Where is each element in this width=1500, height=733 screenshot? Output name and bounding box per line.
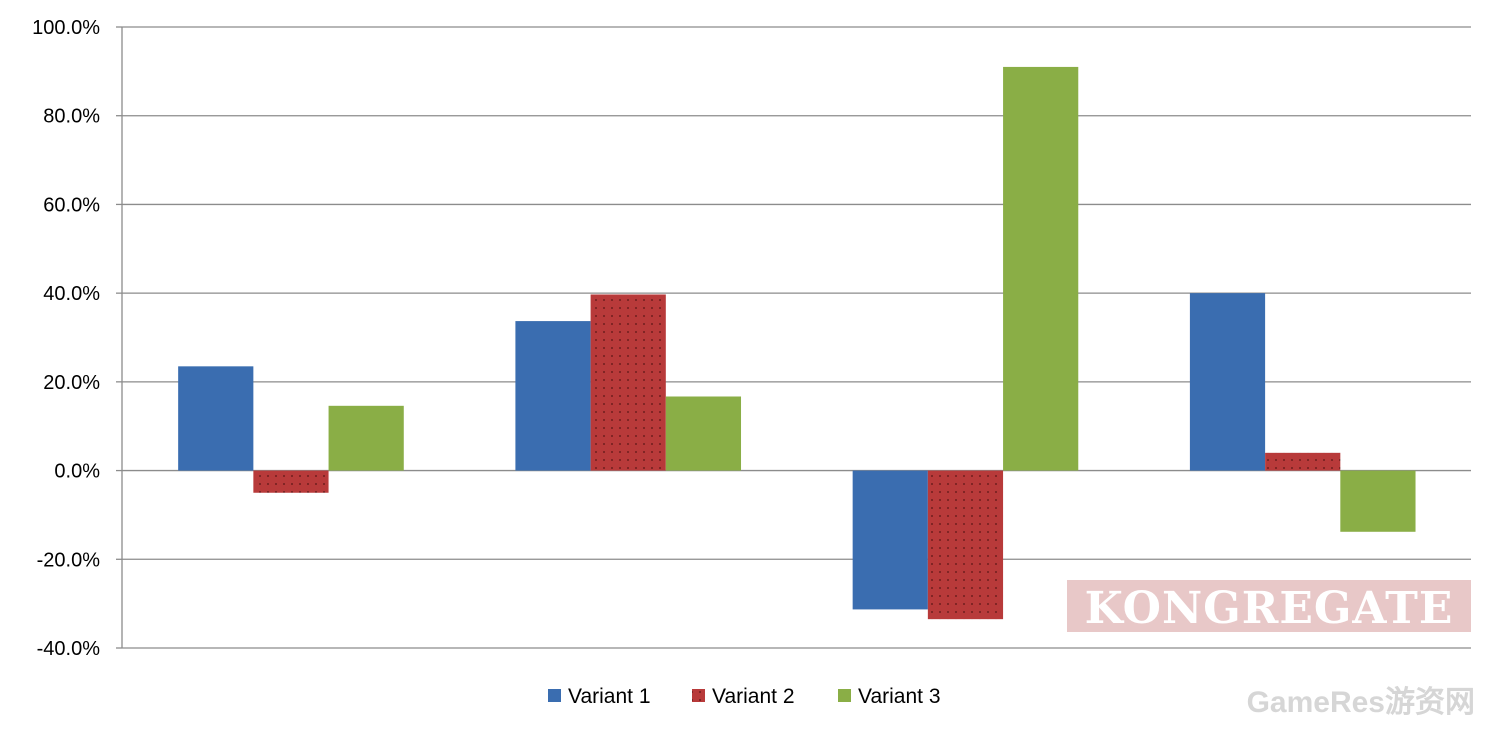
bar xyxy=(665,396,742,471)
y-tick-label: 40.0% xyxy=(43,283,100,305)
legend-swatch xyxy=(838,689,851,702)
bar xyxy=(852,470,928,610)
y-tick-label: -40.0% xyxy=(37,638,101,660)
bar xyxy=(590,294,666,471)
kongregate-watermark: KONGREGATE xyxy=(1067,580,1471,634)
bar xyxy=(1189,293,1266,471)
y-tick-label: 100.0% xyxy=(32,17,100,39)
bars xyxy=(178,66,1416,620)
legend: Variant 1 Variant 2 Variant 3 xyxy=(548,685,941,708)
legend-label: Variant 2 xyxy=(712,685,795,708)
bar xyxy=(178,366,254,471)
kongregate-watermark-text: KONGREGATE xyxy=(1085,583,1454,634)
bar xyxy=(1265,452,1341,471)
y-tick-label: 0.0% xyxy=(54,461,100,483)
y-tick-label: 20.0% xyxy=(43,372,100,394)
gameres-watermark: GameRes游资网 xyxy=(1247,686,1475,719)
legend-swatch xyxy=(548,689,561,702)
bar xyxy=(1340,470,1416,532)
bar xyxy=(515,321,591,471)
legend-label: Variant 3 xyxy=(858,685,941,708)
bar xyxy=(253,470,329,493)
legend-swatch xyxy=(692,689,705,702)
y-tick-label: 80.0% xyxy=(43,106,100,128)
bar xyxy=(1003,66,1079,471)
bar xyxy=(328,405,404,471)
bar xyxy=(927,470,1004,620)
legend-label: Variant 1 xyxy=(568,685,651,708)
y-tick-label: -20.0% xyxy=(37,549,101,571)
y-axis-ticks: 100.0% 80.0% 60.0% 40.0% 20.0% 0.0% -20.0% -40.… xyxy=(32,17,122,660)
gridlines xyxy=(122,26,1471,649)
y-tick-label: 60.0% xyxy=(43,194,100,216)
